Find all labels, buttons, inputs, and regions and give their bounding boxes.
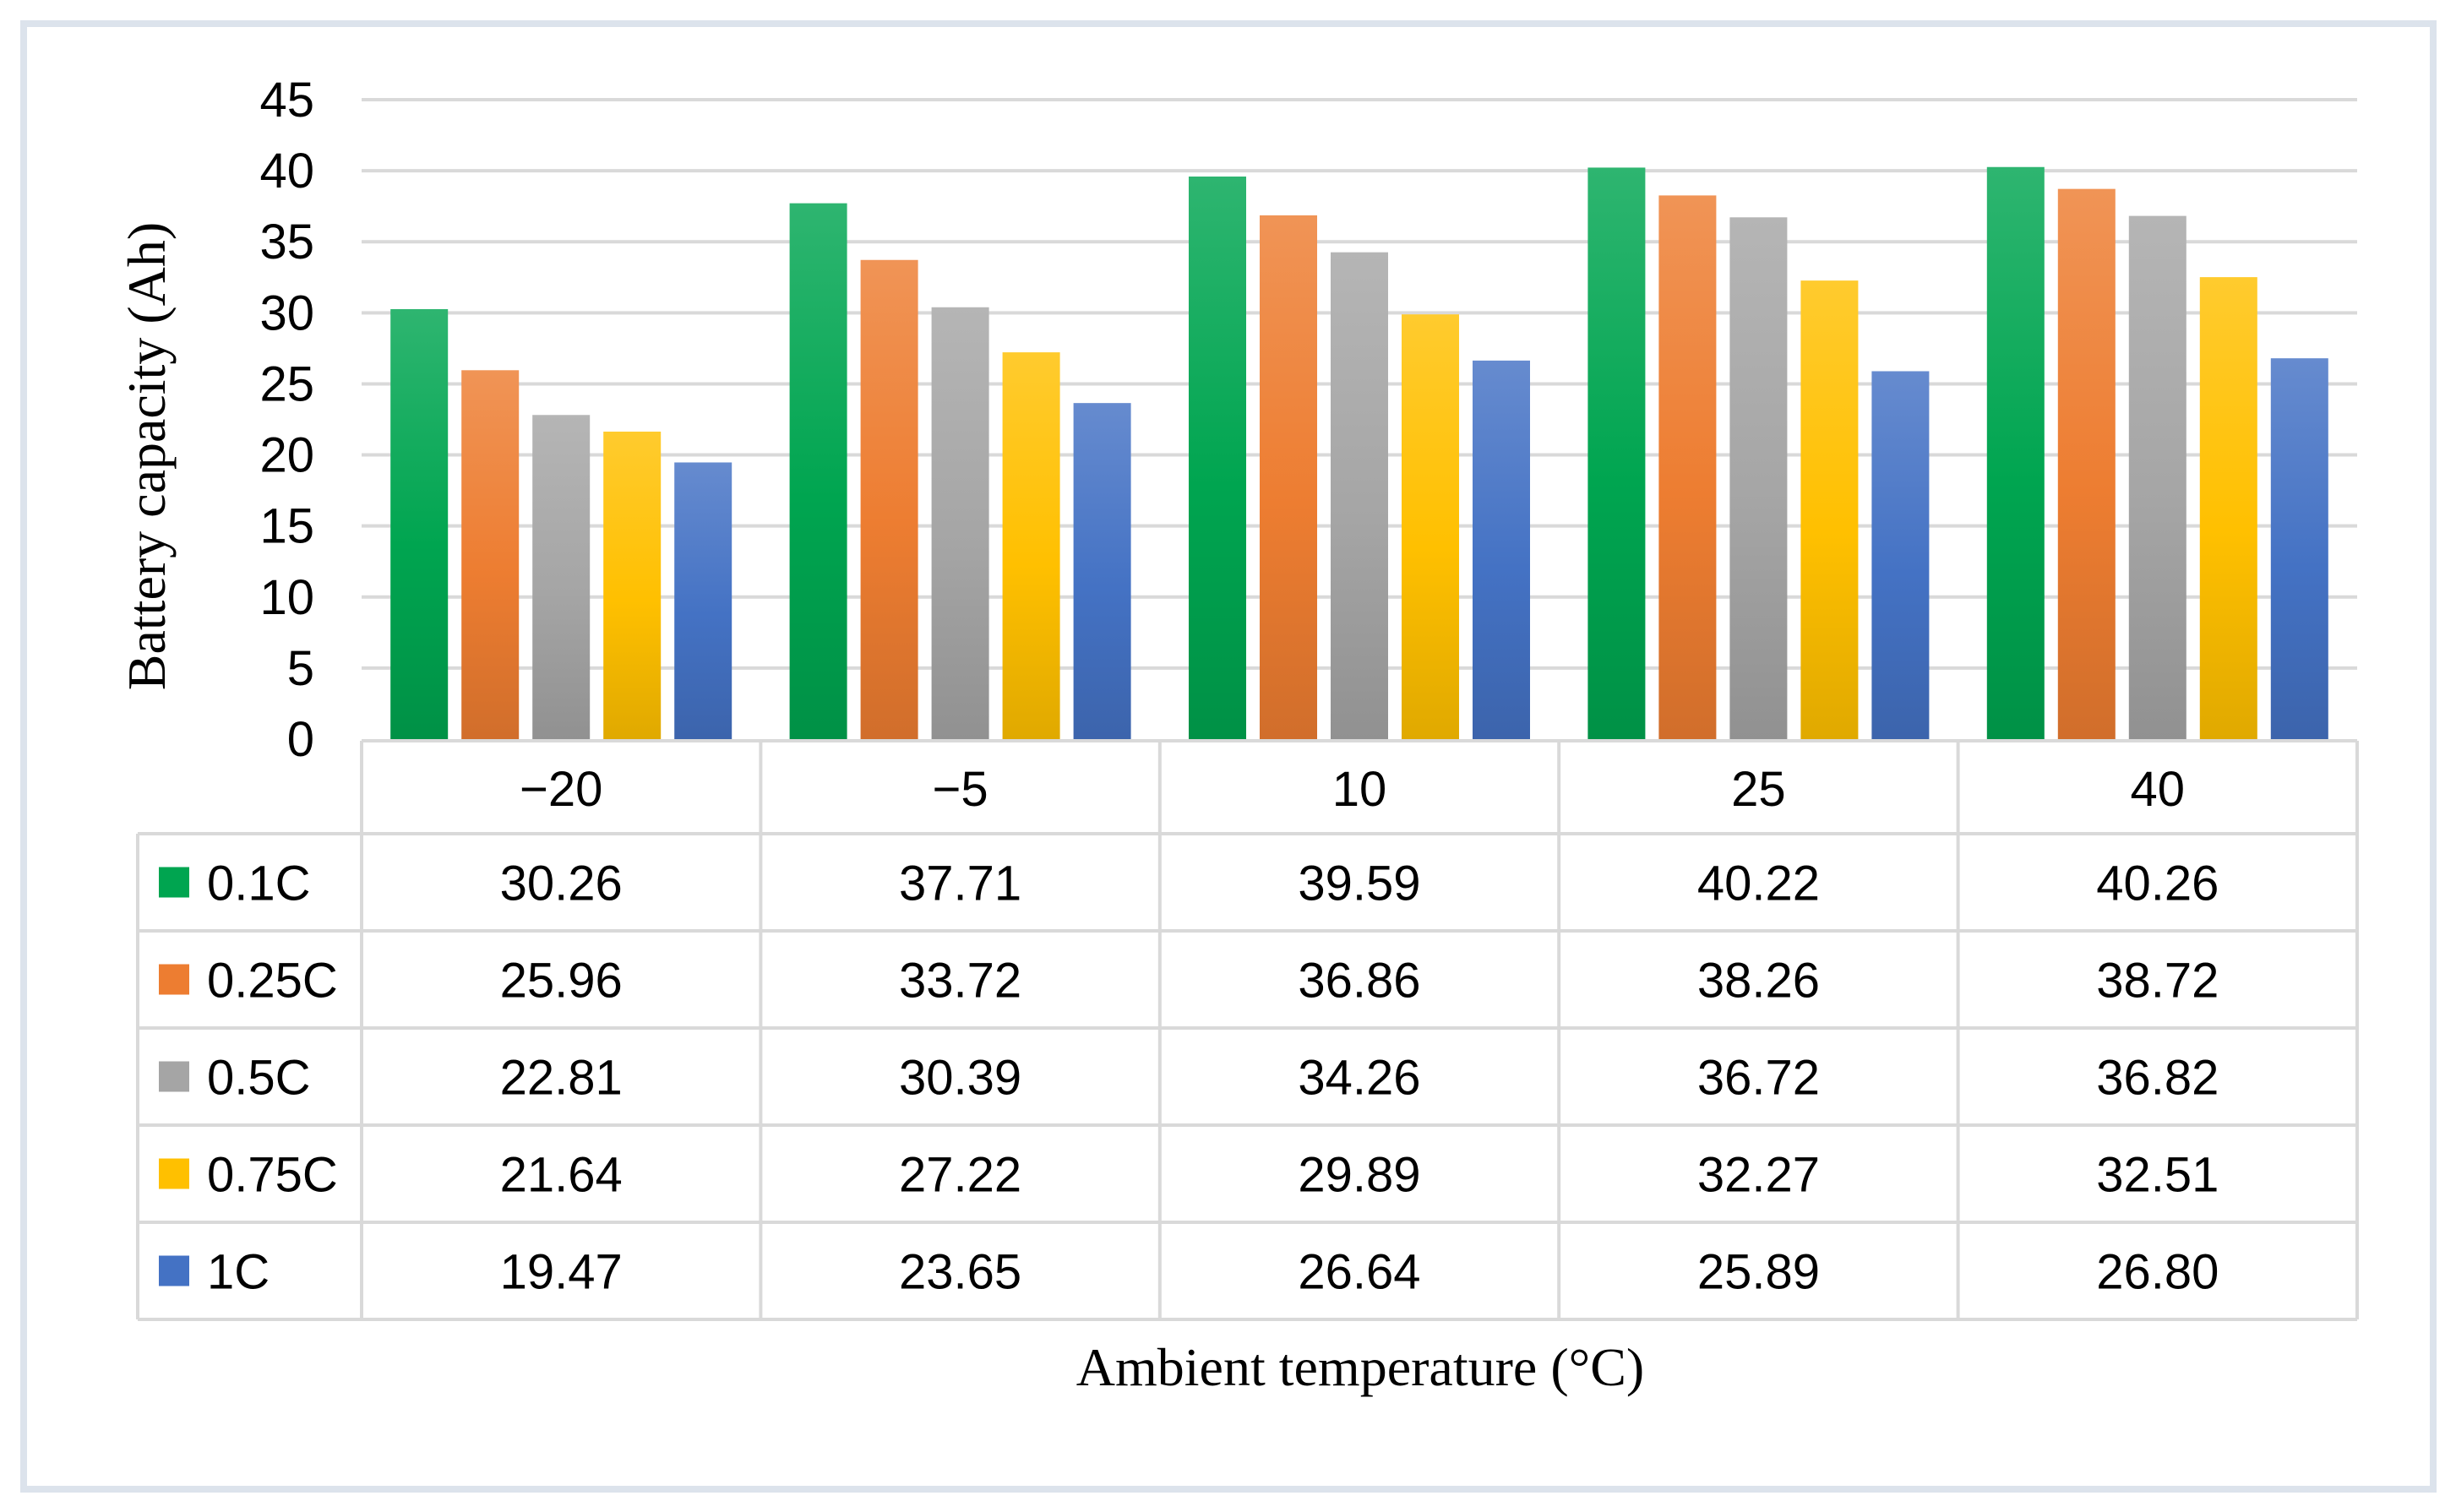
x-tick-label: −20 [520, 762, 602, 817]
y-tick-label: 0 [287, 712, 314, 767]
table-cell-value: 33.72 [899, 954, 1021, 1009]
bar-0.75C-1 [1002, 352, 1060, 739]
legend-swatch [159, 1158, 189, 1189]
bar-1C-4 [2270, 358, 2328, 739]
table-cell-value: 26.64 [1298, 1245, 1420, 1300]
y-axis-tick-labels: 0 5 10 15 20 25 30 35 40 45 [259, 73, 314, 767]
legend-swatch [159, 1255, 189, 1286]
bar-0.1C-4 [1986, 166, 2045, 740]
y-tick-label: 10 [259, 570, 314, 625]
bar-0.1C-3 [1587, 167, 1646, 739]
table-cell-value: 32.27 [1697, 1148, 1820, 1203]
y-tick-label: 20 [259, 428, 314, 483]
y-tick-label: 35 [259, 215, 314, 269]
table-cell-value: 34.26 [1298, 1051, 1420, 1106]
table-cell-value: 26.80 [2096, 1245, 2219, 1300]
table-cell-value: 36.86 [1298, 954, 1420, 1009]
bar-0.5C-0 [532, 415, 591, 739]
bar-1C-3 [1871, 371, 1930, 739]
bar-0.25C-3 [1658, 195, 1717, 739]
bar-0.25C-2 [1260, 215, 1317, 740]
y-tick-label: 15 [259, 499, 314, 554]
table-cell-value: 21.64 [500, 1148, 623, 1203]
y-tick-label: 40 [259, 144, 314, 199]
bar-0.75C-2 [1402, 314, 1459, 739]
bar-0.1C-0 [390, 308, 449, 739]
y-tick-label: 25 [259, 356, 314, 411]
table-cell-value: 27.22 [899, 1148, 1021, 1203]
table-cell-value: 36.82 [2096, 1051, 2219, 1106]
table-cell-value: 29.89 [1298, 1148, 1420, 1203]
legend-label: 0.1C [207, 857, 311, 911]
legend-label: 0.5C [207, 1051, 311, 1106]
table-cell-value: 38.26 [1697, 954, 1820, 1009]
bar-0.25C-1 [860, 259, 918, 740]
table-cell-value: 19.47 [500, 1245, 623, 1300]
table-cell-value: 37.71 [899, 857, 1021, 911]
y-axis-title: Battery capacity (Ah) [117, 222, 177, 690]
y-tick-label: 30 [259, 286, 314, 340]
table-cell-value: 23.65 [899, 1245, 1021, 1300]
table-cell-value: 22.81 [500, 1051, 623, 1106]
table-cell-value: 40.26 [2096, 857, 2219, 911]
bar-1C-1 [1073, 403, 1131, 739]
bar-0.75C-0 [603, 431, 662, 739]
bar-1C-0 [674, 462, 732, 739]
x-axis-title: Ambient temperature (°C) [1076, 1337, 1644, 1397]
x-tick-label: 10 [1332, 762, 1387, 817]
bar-0.1C-1 [789, 203, 847, 739]
legend-label: 0.75C [207, 1148, 338, 1203]
legend-label: 0.25C [207, 954, 338, 1009]
table-cell-value: 30.26 [500, 857, 623, 911]
legend-swatch [159, 964, 189, 995]
y-tick-label: 5 [287, 641, 314, 696]
y-tick-label: 45 [259, 73, 314, 128]
table-cell-value: 25.89 [1697, 1245, 1820, 1300]
table-cell-value: 30.39 [899, 1051, 1021, 1106]
table-cell-value: 38.72 [2096, 954, 2219, 1009]
bar-0.5C-2 [1331, 252, 1388, 739]
table-cell-value: 36.72 [1697, 1051, 1820, 1106]
x-tick-label: 25 [1731, 762, 1786, 817]
legend-swatch [159, 867, 189, 898]
x-tick-label: 40 [2131, 762, 2186, 817]
table-cell-value: 32.51 [2096, 1148, 2219, 1203]
bar-0.25C-4 [2057, 188, 2116, 739]
bars [390, 166, 2328, 740]
bar-0.75C-3 [1800, 280, 1859, 740]
data-table: −20 −5 10 25 40 0.1C 30.26 37.71 39.59 40.22 40.26… [136, 739, 2359, 1321]
bar-0.5C-1 [931, 307, 989, 739]
bar-0.1C-2 [1189, 177, 1246, 739]
table-cell-value: 39.59 [1298, 857, 1420, 911]
table-cell-value: 25.96 [500, 954, 623, 1009]
legend-label: 1C [207, 1245, 270, 1300]
bar-0.5C-4 [2128, 215, 2186, 739]
bar-0.25C-0 [461, 370, 520, 739]
legend-swatch [159, 1061, 189, 1092]
table-cell-value: 40.22 [1697, 857, 1820, 911]
bar-0.5C-3 [1729, 217, 1788, 740]
bar-1C-2 [1473, 360, 1530, 739]
x-tick-label: −5 [933, 762, 988, 817]
bar-0.75C-4 [2199, 277, 2257, 739]
